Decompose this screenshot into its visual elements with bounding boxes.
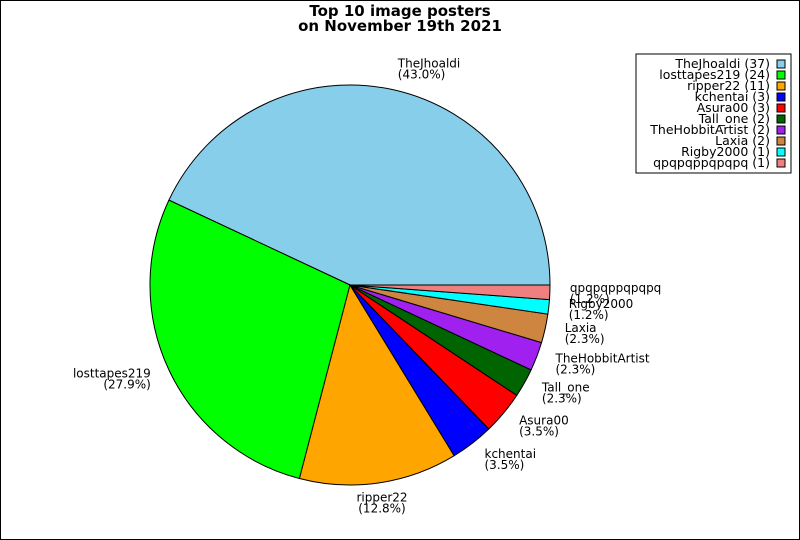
slice-label-laxia: Laxia: [565, 321, 597, 335]
legend-swatch-thejhoaldi: [776, 59, 786, 69]
chart-title-line-2: on November 19th 2021: [298, 17, 502, 35]
pie-slices: [149, 84, 551, 486]
legend-swatch-losttapes219: [776, 70, 786, 80]
legend-label-losttapes219: losttapes219 (24): [659, 67, 770, 82]
slice-label-tall_one: Tall_one: [541, 381, 590, 395]
legend-swatch-asura00: [776, 103, 786, 113]
chart-title-line-1: Top 10 image posters: [309, 2, 490, 20]
slice-percent-kchentai: (3.5%): [485, 458, 525, 472]
legend-swatch-rigby2000: [776, 147, 786, 157]
legend-swatch-qpqpqppqpqpq: [776, 158, 786, 168]
pie-slice-losttapes219: [149, 199, 351, 480]
legend-label-ripper22: ripper22 (11): [687, 78, 770, 93]
pie-slice-ripper22: [298, 283, 455, 486]
slice-label-thehobbitartist: TheHobbitArtist: [555, 352, 650, 366]
legend-swatch-thehobbitartist: [776, 125, 786, 135]
legend-label-thehobbitartist: TheHobbitArtist (2): [649, 122, 770, 137]
slice-label-qpqpqppqpqpq: qpqpqppqpqpq: [570, 281, 661, 295]
legend-swatch-ripper22: [776, 81, 786, 91]
slice-label-thejhoaldi: TheJhoaldi: [397, 56, 460, 70]
legend-label-laxia: Laxia (2): [715, 133, 770, 148]
slice-label-kchentai: kchentai: [485, 447, 537, 461]
legend-label-asura00: Asura00 (3): [697, 100, 770, 115]
slice-percent-thehobbitartist: (2.3%): [556, 363, 596, 377]
legend-label-tall_one: Tall_one (2): [698, 111, 770, 126]
slice-percent-rigby2000: (1.2%): [569, 308, 609, 322]
slice-label-losttapes219: losttapes219: [73, 366, 151, 380]
slice-percent-ripper22: (12.8%): [358, 502, 405, 516]
legend-box: [635, 53, 792, 174]
legend-swatch-kchentai: [776, 92, 786, 102]
legend-label-kchentai: kchentai (3): [695, 89, 770, 104]
legend-label-qpqpqppqpqpq: qpqpqppqpqpq (1): [653, 155, 770, 170]
slice-percent-tall_one: (2.3%): [542, 392, 582, 406]
slice-percent-thejhoaldi: (43.0%): [398, 67, 445, 81]
slice-label-rigby2000: Rigby2000: [569, 297, 634, 311]
pie-slice-qpqpqppqpqpq: [349, 284, 551, 301]
slice-labels: TheJhoaldi(43.0%) losttapes219(27.9%) ripp…: [73, 56, 661, 515]
slice-percent-asura00: (3.5%): [519, 425, 559, 439]
legend: TheJhoaldi (37)losttapes219 (24)ripper22…: [635, 53, 792, 174]
slice-label-asura00: Asura00: [519, 414, 569, 428]
slice-percent-qpqpqppqpqpq: (1.2%): [570, 292, 610, 306]
slice-percent-laxia: (2.3%): [565, 332, 605, 346]
legend-swatch-laxia: [776, 136, 786, 146]
slice-label-ripper22: ripper22: [356, 491, 407, 505]
legend-label-rigby2000: Rigby2000 (1): [681, 144, 770, 159]
legend-swatch-tall_one: [776, 114, 786, 124]
pie-slice-thejhoaldi: [168, 84, 551, 286]
legend-label-thejhoaldi: TheJhoaldi (37): [674, 56, 770, 71]
slice-percent-losttapes219: (27.9%): [103, 377, 150, 391]
